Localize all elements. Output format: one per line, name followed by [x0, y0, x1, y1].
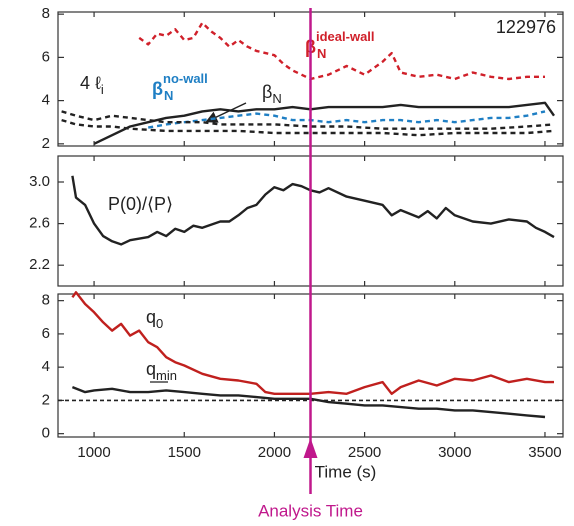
annotation: βN — [262, 82, 282, 107]
analysis-label: Analysis Time — [258, 501, 363, 520]
data-line — [61, 118, 555, 137]
y-tick-label: 0 — [42, 425, 50, 442]
data-line — [71, 175, 555, 246]
y-tick-label: 2 — [42, 135, 50, 152]
annotation: qmin — [146, 359, 177, 384]
x-tick-label: 3000 — [438, 444, 471, 461]
analysis-arrow — [303, 438, 318, 458]
data-line — [61, 110, 555, 130]
annotation-text: q — [146, 307, 156, 327]
annotation-sub: N — [164, 88, 173, 103]
annotation: P(0)/⟨P⟩ — [108, 194, 173, 214]
annotation-text: β — [152, 79, 163, 99]
annotation-sub: N — [317, 46, 326, 61]
y-tick-label: 4 — [42, 358, 50, 375]
x-axis-label: Time (s) — [315, 462, 377, 481]
annotation-text: q — [146, 359, 156, 379]
y-tick-label: 2.2 — [29, 256, 50, 273]
annotation-text: 122976 — [496, 17, 556, 37]
annotation: q0 — [146, 307, 163, 332]
x-tick-label: 2000 — [258, 444, 291, 461]
y-tick-label: 3.0 — [29, 173, 50, 190]
data-line — [93, 101, 555, 145]
annotation-sub: i — [101, 82, 104, 97]
y-tick-label: 6 — [42, 48, 50, 65]
annotation-sub: 0 — [156, 316, 163, 331]
annotation: βno-wall N — [152, 71, 208, 103]
x-tick-label: 3500 — [528, 444, 561, 461]
y-tick-label: 2.6 — [29, 215, 50, 232]
data-line — [138, 21, 545, 81]
y-tick-label: 6 — [42, 325, 50, 342]
annotation-sub: N — [272, 91, 281, 106]
x-tick-label: 2500 — [348, 444, 381, 461]
annotation: 4 ℓi — [80, 73, 104, 98]
y-tick-label: 2 — [42, 391, 50, 408]
data-line — [71, 385, 546, 419]
x-tick-label: 1000 — [77, 444, 110, 461]
y-tick-label: 8 — [42, 5, 50, 22]
y-tick-label: 4 — [42, 92, 50, 109]
annotation-text: P(0)/⟨P⟩ — [108, 194, 173, 214]
annotation-text: β — [262, 82, 272, 102]
annotation-sup: ideal-wall — [316, 29, 375, 44]
data-line — [147, 110, 546, 129]
annotation-sup: no-wall — [163, 71, 208, 86]
annotation-text: 4 ℓ — [80, 73, 101, 93]
y-tick-label: 8 — [42, 292, 50, 309]
annotation-sub: min — [156, 368, 177, 383]
annotation: 122976 — [496, 17, 556, 37]
x-tick-label: 1500 — [168, 444, 201, 461]
data-line — [71, 291, 554, 395]
